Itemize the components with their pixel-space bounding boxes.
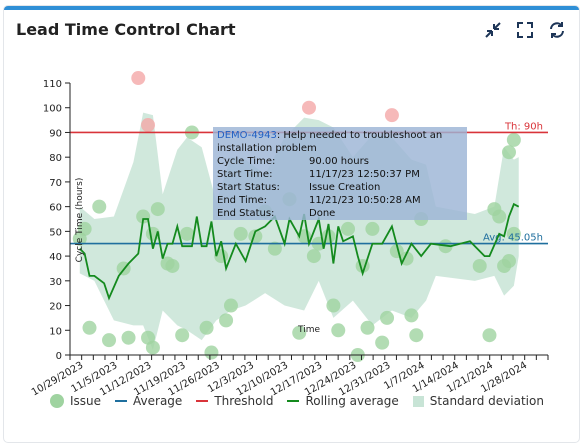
issue-point [199, 320, 214, 335]
y-tick-label: 70 [49, 178, 62, 189]
issue-point [77, 221, 92, 236]
issue-point [360, 320, 375, 335]
legend-swatch [412, 395, 424, 407]
y-tick-label: 0 [56, 351, 62, 362]
issue-point [92, 199, 107, 214]
issue-point [472, 258, 487, 273]
outlier-point [131, 71, 146, 86]
issue-point [102, 333, 117, 348]
issue-point [326, 298, 341, 313]
issue-point [145, 340, 160, 355]
issue-key-link[interactable]: DEMO-4943 [217, 130, 277, 141]
tooltip-field-value: Issue Creation [309, 182, 381, 193]
issue-point [409, 328, 424, 343]
y-tick-label: 80 [49, 153, 62, 164]
legend-swatch [196, 400, 209, 402]
issue-point [321, 229, 336, 244]
issue-point [82, 320, 97, 335]
issue-point [365, 221, 380, 236]
fullscreen-icon[interactable] [515, 20, 535, 40]
issue-point [506, 226, 521, 241]
issue-point [341, 221, 356, 236]
legend-item[interactable]: Issue [50, 394, 101, 408]
tooltip-field-label: Start Time: [217, 169, 273, 180]
issue-point [389, 244, 404, 259]
issue-point [180, 226, 195, 241]
issue-point [292, 325, 307, 340]
issue-point [492, 209, 507, 224]
issue-point [506, 132, 521, 147]
tooltip-field-value: 11/17/23 12:50:37 PM [309, 169, 420, 180]
y-tick-label: 60 [49, 203, 62, 214]
tooltip-row: End Time: 11/21/23 10:50:28 AM [217, 194, 463, 207]
legend-label: Threshold [214, 394, 274, 408]
tooltip-field-value: 11/21/23 10:50:28 AM [309, 195, 421, 206]
issue-point [233, 226, 248, 241]
legend-swatch [50, 394, 64, 408]
issue-point [375, 335, 390, 350]
y-tick-label: 90 [49, 128, 62, 139]
tooltip-field-label: End Time: [217, 195, 268, 206]
tooltip-field-value: Done [309, 208, 336, 219]
y-tick-label: 100 [43, 104, 62, 115]
issue-point [204, 345, 219, 360]
x-axis-label: Time [297, 325, 320, 335]
issue-point [267, 241, 282, 256]
tooltip-row: Cycle Time: 90.00 hours [217, 155, 463, 168]
y-tick-label: 30 [49, 277, 62, 288]
y-axis-label: Cycle Time (hours) [75, 178, 85, 263]
tooltip-header: DEMO-4943: Help needed to troubleshoot a… [217, 129, 463, 155]
tooltip-field-label: Cycle Time: [217, 156, 276, 167]
issue-point [501, 145, 516, 160]
y-tick-label: 40 [49, 252, 62, 263]
outlier-point [141, 118, 156, 133]
tooltip-field-label: End Status: [217, 208, 275, 219]
issue-point [165, 258, 180, 273]
chart-legend: Issue Average Threshold Rolling average Stan… [50, 394, 544, 408]
threshold-label: Th: 90h [504, 121, 543, 132]
tooltip-field-value: 90.00 hours [309, 156, 369, 167]
legend-swatch [115, 400, 128, 402]
legend-label: Issue [70, 394, 102, 408]
tooltip-row: End Status: Done [217, 207, 463, 220]
issue-point [219, 313, 234, 328]
issue-point [136, 209, 151, 224]
tooltip-row: Start Time: 11/17/23 12:50:37 PM [217, 168, 463, 181]
issue-point [501, 254, 516, 269]
outlier-point [384, 108, 399, 123]
y-tick-label: 50 [49, 227, 62, 238]
legend-item[interactable]: Threshold [196, 394, 273, 408]
issue-point [121, 330, 136, 345]
legend-label: Rolling average [305, 394, 399, 408]
legend-swatch [287, 400, 300, 402]
legend-item[interactable]: Rolling average [287, 394, 399, 408]
legend-item[interactable]: Standard deviation [412, 394, 544, 408]
y-tick-label: 110 [43, 79, 62, 90]
widget-toolbar [483, 20, 567, 40]
collapse-icon[interactable] [483, 20, 503, 40]
average-label: Avg: 45.05h [483, 233, 543, 244]
issue-point [404, 308, 419, 323]
legend-label: Standard deviation [429, 394, 544, 408]
issue-tooltip: DEMO-4943: Help needed to troubleshoot a… [213, 127, 467, 220]
legend-item[interactable]: Average [115, 394, 182, 408]
issue-point [380, 310, 395, 325]
tooltip-row: Start Status: Issue Creation [217, 181, 463, 194]
issue-point [223, 298, 238, 313]
widget-title: Lead Time Control Chart [16, 20, 236, 39]
refresh-icon[interactable] [547, 20, 567, 40]
issue-point [150, 202, 165, 217]
issue-point [175, 328, 190, 343]
outlier-point [302, 100, 316, 115]
issue-summary: : Help needed to troubleshoot an install… [217, 130, 443, 154]
legend-label: Average [133, 394, 183, 408]
issue-point [482, 328, 497, 343]
y-tick-label: 20 [49, 302, 62, 313]
y-tick-label: 10 [49, 326, 62, 337]
issue-point [331, 323, 346, 338]
tooltip-field-label: Start Status: [217, 182, 280, 193]
issue-point [306, 249, 321, 264]
